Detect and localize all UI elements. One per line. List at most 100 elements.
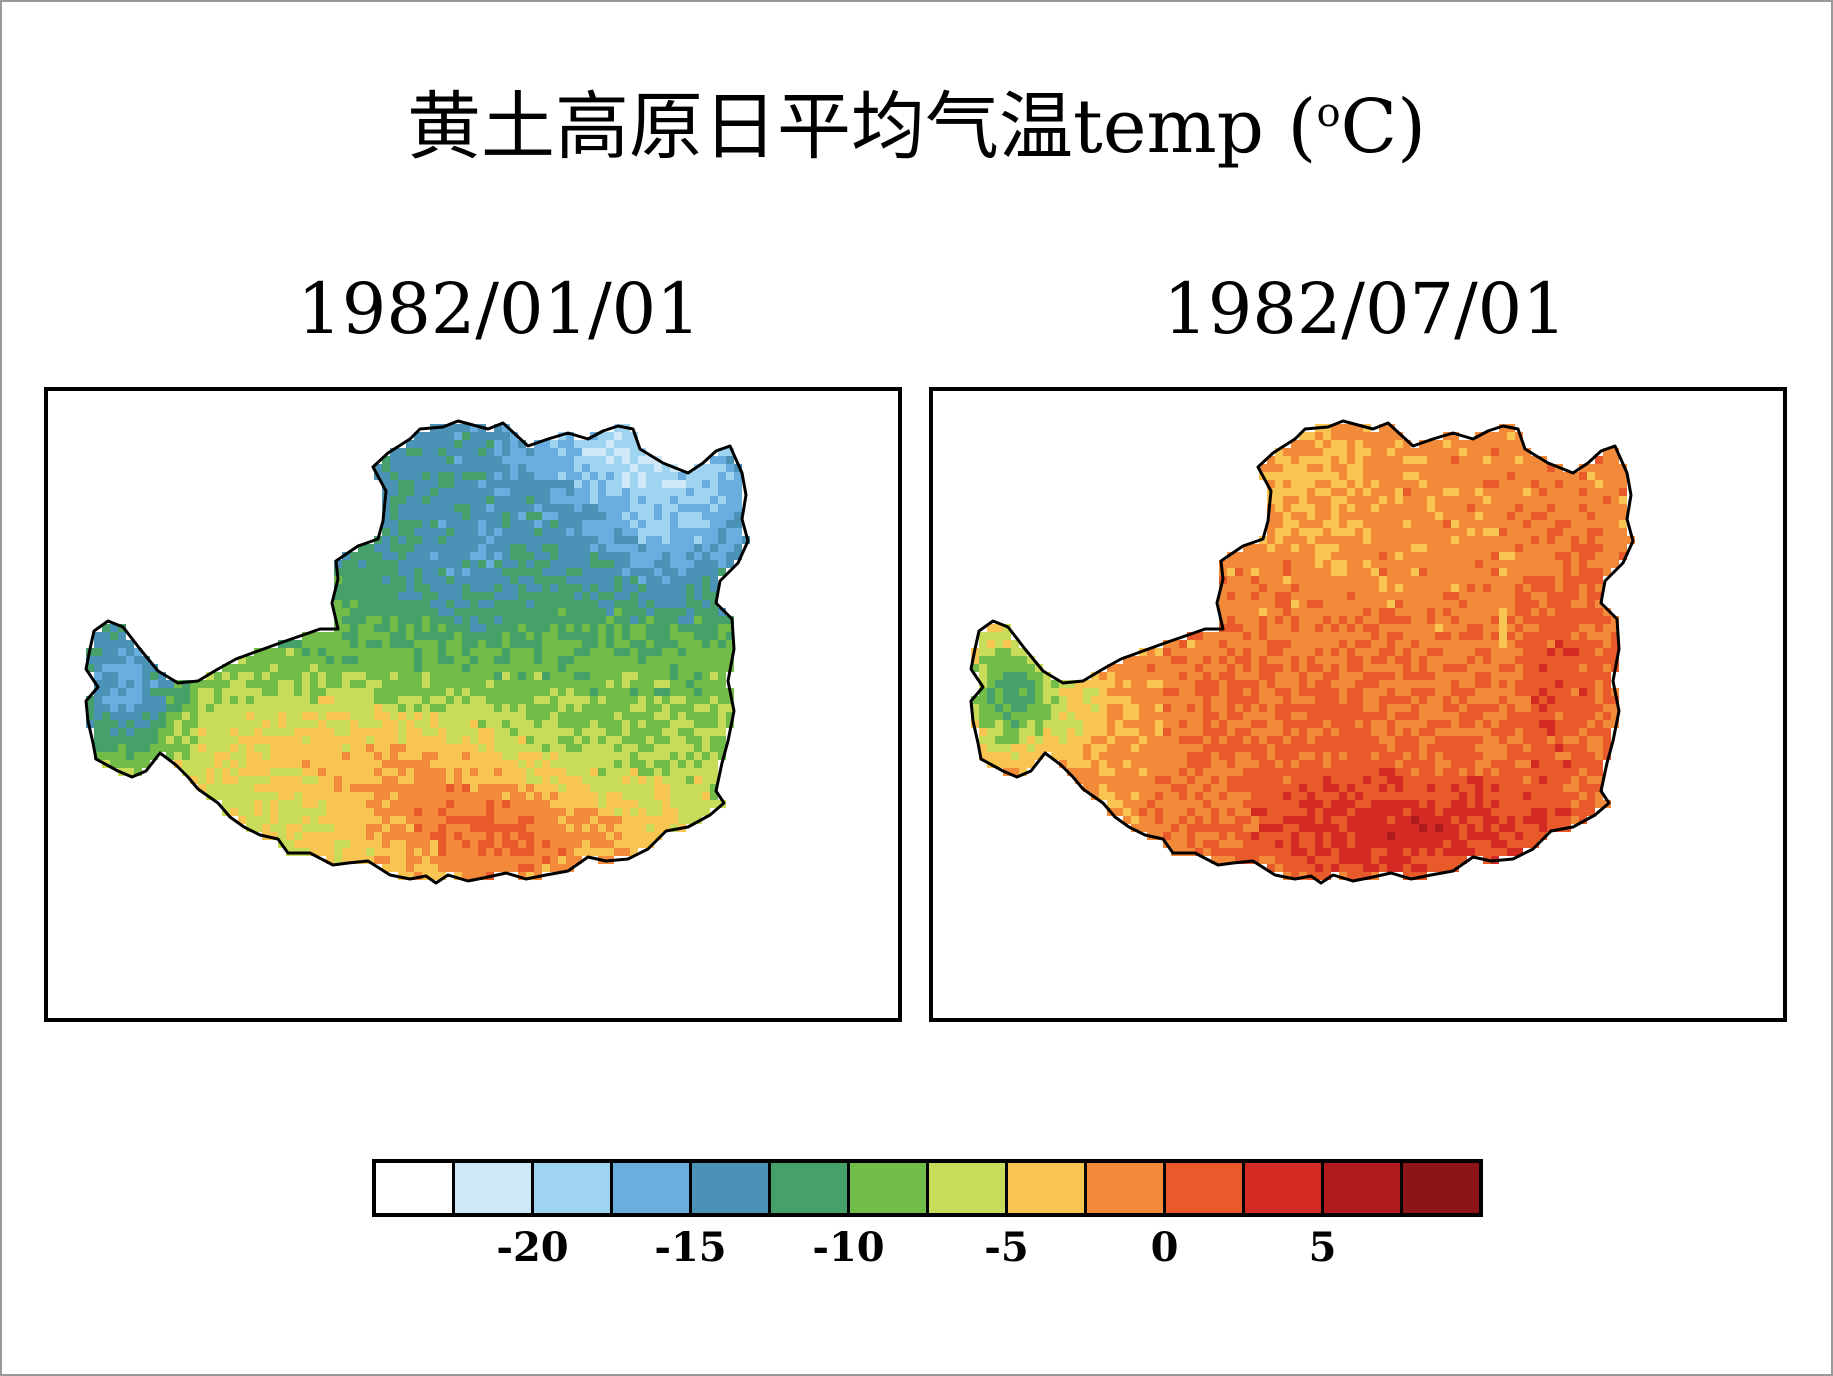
temperature-cell: [678, 696, 686, 704]
temperature-cell: [286, 688, 294, 696]
temperature-cell: [1547, 664, 1555, 672]
temperature-cell: [446, 632, 454, 640]
temperature-cell: [1499, 648, 1507, 656]
temperature-cell: [1555, 560, 1563, 568]
temperature-cell: [494, 656, 502, 664]
temperature-cell: [1283, 600, 1291, 608]
temperature-cell: [454, 448, 462, 456]
temperature-cell: [1555, 648, 1563, 656]
temperature-cell: [1259, 600, 1267, 608]
temperature-cell: [1611, 456, 1619, 464]
temperature-cell: [294, 792, 302, 800]
temperature-cell: [462, 848, 470, 856]
temperature-cell: [694, 720, 702, 728]
temperature-cell: [150, 728, 158, 736]
temperature-cell: [406, 856, 414, 864]
temperature-cell: [1419, 472, 1427, 480]
temperature-cell: [1347, 504, 1355, 512]
temperature-cell: [654, 792, 662, 800]
temperature-cell: [326, 824, 334, 832]
temperature-cell: [662, 816, 670, 824]
temperature-cell: [1595, 560, 1603, 568]
temperature-cell: [494, 808, 502, 816]
temperature-cell: [1315, 472, 1323, 480]
temperature-cell: [1587, 496, 1595, 504]
temperature-cell: [662, 616, 670, 624]
temperature-cell: [222, 752, 230, 760]
temperature-cell: [1499, 672, 1507, 680]
temperature-cell: [1379, 424, 1387, 432]
temperature-cell: [1283, 512, 1291, 520]
temperature-cell: [366, 592, 374, 600]
temperature-cell: [470, 472, 478, 480]
temperature-cell: [350, 712, 358, 720]
temperature-cell: [230, 672, 238, 680]
temperature-cell: [590, 624, 598, 632]
temperature-cell: [1339, 576, 1347, 584]
temperature-cell: [534, 536, 542, 544]
temperature-cell: [494, 728, 502, 736]
temperature-cell: [726, 704, 734, 712]
temperature-cell: [614, 528, 622, 536]
temperature-cell: [590, 840, 598, 848]
temperature-cell: [614, 712, 622, 720]
temperature-cell: [350, 768, 358, 776]
temperature-cell: [1579, 504, 1587, 512]
temperature-cell: [534, 504, 542, 512]
temperature-cell: [238, 680, 246, 688]
temperature-cell: [1355, 576, 1363, 584]
temperature-cell: [1515, 504, 1523, 512]
temperature-cell: [1459, 664, 1467, 672]
temperature-cell: [1283, 536, 1291, 544]
temperature-cell: [1155, 696, 1163, 704]
temperature-cell: [270, 688, 278, 696]
temperature-cell: [1515, 664, 1523, 672]
temperature-cell: [622, 680, 630, 688]
temperature-cell: [374, 608, 382, 616]
temperature-cell: [702, 680, 710, 688]
temperature-cell: [102, 728, 110, 736]
temperature-cell: [574, 544, 582, 552]
temperature-cell: [1555, 600, 1563, 608]
temperature-cell: [678, 592, 686, 600]
temperature-cell: [1283, 448, 1291, 456]
temperature-cell: [1579, 688, 1587, 696]
temperature-cell: [1427, 520, 1435, 528]
temperature-cell: [606, 648, 614, 656]
temperature-cell: [1315, 696, 1323, 704]
temperature-cell: [462, 752, 470, 760]
temperature-cell: [1027, 656, 1035, 664]
temperature-cell: [518, 512, 526, 520]
temperature-cell: [494, 568, 502, 576]
temperature-cell: [278, 832, 286, 840]
temperature-cell: [1331, 432, 1339, 440]
temperature-cell: [1483, 600, 1491, 608]
temperature-cell: [534, 640, 542, 648]
temperature-cell: [670, 720, 678, 728]
temperature-cell: [1595, 544, 1603, 552]
temperature-cell: [446, 608, 454, 616]
temperature-cell: [286, 728, 294, 736]
temperature-cell: [582, 456, 590, 464]
temperature-cell: [1251, 560, 1259, 568]
temperature-cell: [1339, 704, 1347, 712]
temperature-cell: [1363, 696, 1371, 704]
temperature-cell: [518, 504, 526, 512]
temperature-cell: [334, 720, 342, 728]
temperature-cell: [1363, 512, 1371, 520]
temperature-cell: [1123, 696, 1131, 704]
temperature-cell: [1323, 576, 1331, 584]
temperature-cell: [270, 720, 278, 728]
temperature-cell: [566, 656, 574, 664]
temperature-cell: [366, 816, 374, 824]
temperature-cell: [995, 696, 1003, 704]
temperature-cell: [542, 744, 550, 752]
temperature-cell: [630, 648, 638, 656]
temperature-cell: [1235, 592, 1243, 600]
temperature-cell: [382, 600, 390, 608]
temperature-cell: [1451, 704, 1459, 712]
temperature-cell: [574, 728, 582, 736]
temperature-cell: [1507, 672, 1515, 680]
temperature-cell: [614, 448, 622, 456]
temperature-cell: [1435, 640, 1443, 648]
